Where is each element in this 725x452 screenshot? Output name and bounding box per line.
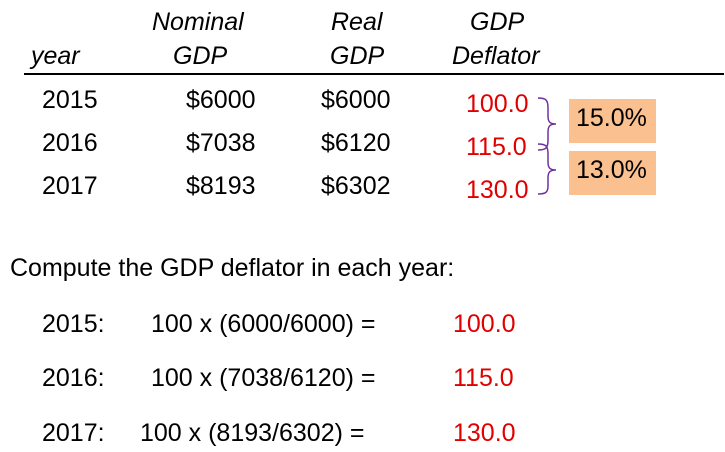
header-real-line2: GDP: [330, 42, 385, 70]
prompt-text: Compute the GDP deflator in each year:: [10, 254, 455, 282]
table-cell-year: 2017: [42, 172, 98, 200]
table-cell-year: 2015: [42, 86, 98, 114]
computation-result: 115.0: [453, 364, 514, 392]
header-real-line1: Real: [331, 8, 383, 36]
computation-formula: 100 x (8193/6302) =: [140, 419, 365, 447]
table-cell-deflator: 115.0: [466, 133, 527, 161]
computation-label: 2016:: [42, 364, 105, 392]
computation-label: 2017:: [42, 419, 105, 447]
table-cell-nominal: $6000: [186, 86, 256, 114]
growth-brace-icon: [537, 97, 557, 195]
computation-formula: 100 x (6000/6000) =: [151, 310, 376, 338]
table-cell-real: $6302: [321, 172, 391, 200]
computation-formula: 100 x (7038/6120) =: [151, 364, 376, 392]
growth-badge-text: 13.0%: [576, 156, 647, 184]
header-deflator-line1: GDP: [470, 8, 525, 36]
computation-label: 2015:: [42, 310, 105, 338]
table-cell-deflator: 100.0: [466, 90, 529, 118]
computation-result: 100.0: [453, 310, 516, 338]
header-nominal-line1: Nominal: [152, 8, 244, 36]
table-cell-nominal: $8193: [186, 172, 256, 200]
table-cell-real: $6000: [321, 86, 391, 114]
growth-badge: 15.0%: [569, 99, 656, 143]
header-rule: [24, 73, 724, 75]
computation-result: 130.0: [453, 419, 516, 447]
header-nominal-line2: GDP: [173, 42, 228, 70]
header-deflator-line2: Deflator: [452, 42, 540, 70]
table-cell-nominal: $7038: [186, 129, 256, 157]
table-cell-year: 2016: [42, 129, 98, 157]
header-year: year: [31, 42, 80, 70]
table-cell-real: $6120: [321, 129, 391, 157]
growth-badge-text: 15.0%: [576, 104, 647, 132]
table-cell-deflator: 130.0: [466, 176, 529, 204]
growth-badge: 13.0%: [569, 151, 656, 195]
